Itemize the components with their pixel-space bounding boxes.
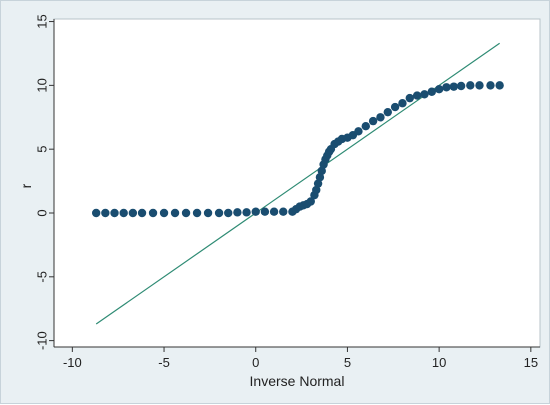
data-point [214,208,224,218]
data-point [434,84,444,94]
data-point [361,122,370,131]
data-point [181,208,191,218]
data-point [269,207,279,216]
data-point [315,173,325,182]
data-point [442,83,451,92]
data-point [159,208,169,218]
data-point [233,208,242,217]
data-point [376,113,385,122]
data-point [354,127,363,136]
data-point [203,208,213,218]
data-point [251,207,260,216]
data-points [91,81,504,218]
data-point [224,208,233,218]
data-point [390,102,400,112]
y-tick-label: 15 [35,14,50,28]
y-tick-label: -5 [35,271,50,283]
data-point [456,81,466,91]
data-point [279,207,288,216]
x-tick-label: 15 [524,355,538,370]
data-point [192,208,202,218]
data-point [313,179,323,188]
data-point [405,93,414,103]
data-point [91,208,101,218]
data-point [427,87,436,96]
data-point [383,107,392,117]
data-point [312,185,321,195]
x-tick-label: -5 [158,355,170,370]
data-point [398,99,407,108]
data-point [368,116,378,126]
data-point [110,208,119,218]
data-point [170,208,180,218]
x-axis-title: Inverse Normal [250,373,345,389]
x-tick-label: 0 [252,355,259,370]
data-point [119,208,128,218]
data-point [306,197,315,206]
data-point [260,207,270,216]
plot-area [53,18,541,348]
y-tick-label: -10 [35,331,50,350]
data-point [420,90,429,99]
y-tick-label: 0 [35,209,50,216]
data-point [101,208,110,218]
data-point [148,208,158,218]
data-point [449,82,459,91]
x-tick-label: 10 [432,355,446,370]
axes: -10 -5 0 5 10 15 -10 -5 0 5 10 15 [35,14,540,370]
y-tick-label: 10 [35,78,50,92]
y-axis-title: r [18,183,34,188]
x-tick-label: 5 [344,355,351,370]
data-point [466,81,475,90]
data-point [137,208,147,218]
x-tick-label: -10 [63,355,82,370]
data-point [317,166,326,176]
data-point [128,208,138,218]
data-point [495,81,504,90]
y-tick-label: 5 [35,146,50,153]
data-point [486,81,495,90]
data-point [475,81,484,90]
data-point [412,91,422,100]
data-point [242,208,251,217]
